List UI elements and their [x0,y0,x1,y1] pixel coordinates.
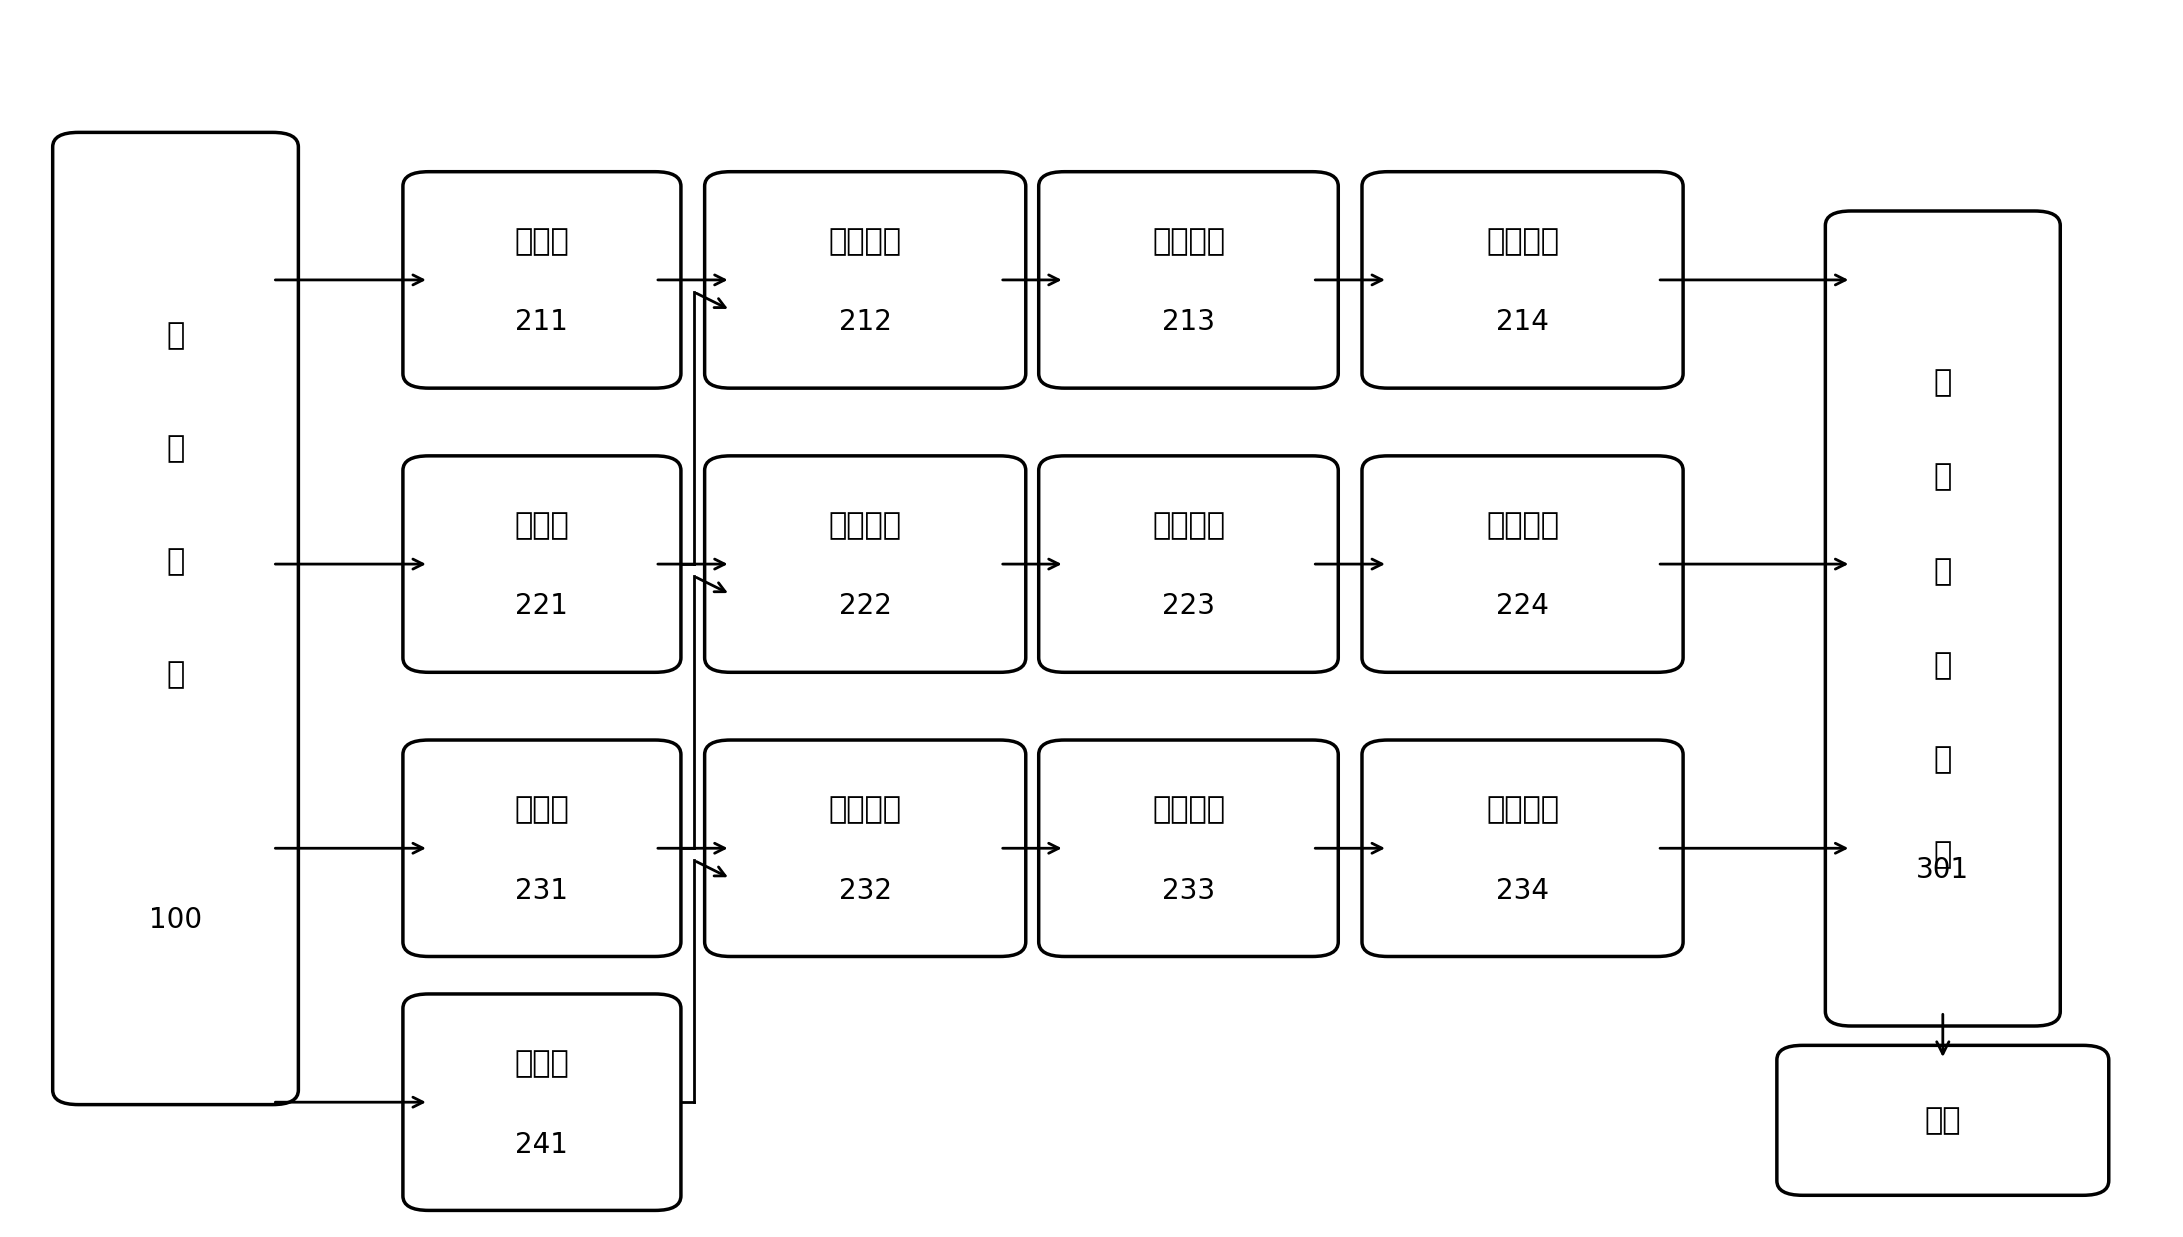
Text: 学: 学 [166,434,186,463]
Text: 运: 运 [1934,746,1952,774]
Text: 滤波器: 滤波器 [515,511,570,539]
Text: 221: 221 [515,593,568,621]
FancyBboxPatch shape [705,456,1026,673]
Text: 输出: 输出 [1925,1106,1960,1134]
FancyBboxPatch shape [404,456,681,673]
Text: 231: 231 [515,877,568,904]
Text: 232: 232 [838,877,891,904]
Text: 加: 加 [1934,651,1952,680]
FancyBboxPatch shape [404,995,681,1211]
Text: 位移计算: 位移计算 [1487,795,1559,824]
FancyBboxPatch shape [1362,172,1683,388]
Text: 模数转换: 模数转换 [1153,795,1225,824]
Text: 模数转换: 模数转换 [1153,511,1225,539]
Text: 301: 301 [1917,856,1969,884]
Text: 211: 211 [515,308,568,336]
Text: 相位检测: 相位检测 [830,511,902,539]
FancyBboxPatch shape [1777,1045,2109,1195]
FancyBboxPatch shape [1039,172,1338,388]
FancyBboxPatch shape [1362,456,1683,673]
Text: 滤波器: 滤波器 [515,795,570,824]
Text: 224: 224 [1495,593,1550,621]
Text: 滤波器: 滤波器 [515,226,570,256]
Text: 相位检测: 相位检测 [830,795,902,824]
Text: 214: 214 [1495,308,1550,336]
Text: 滤波器: 滤波器 [515,1049,570,1077]
Text: 权: 权 [1934,463,1952,491]
FancyBboxPatch shape [1825,212,2061,1025]
Text: 部: 部 [166,548,186,576]
Text: 212: 212 [838,308,891,336]
Text: 分: 分 [166,661,186,689]
FancyBboxPatch shape [1039,456,1338,673]
FancyBboxPatch shape [1362,740,1683,956]
Text: 位移计算: 位移计算 [1487,511,1559,539]
Text: 100: 100 [148,907,203,934]
Text: 223: 223 [1161,593,1216,621]
Text: 光: 光 [166,322,186,350]
FancyBboxPatch shape [404,740,681,956]
FancyBboxPatch shape [52,132,299,1105]
Text: 相位检测: 相位检测 [830,226,902,256]
Text: 222: 222 [838,593,891,621]
Text: 叠: 叠 [1934,557,1952,586]
Text: 213: 213 [1161,308,1216,336]
FancyBboxPatch shape [705,740,1026,956]
Text: 233: 233 [1161,877,1216,904]
FancyBboxPatch shape [1039,740,1338,956]
FancyBboxPatch shape [404,172,681,388]
Text: 加: 加 [1934,369,1952,397]
FancyBboxPatch shape [705,172,1026,388]
Text: 模数转换: 模数转换 [1153,226,1225,256]
Text: 241: 241 [515,1131,568,1159]
Text: 234: 234 [1495,877,1550,904]
Text: 算: 算 [1934,840,1952,868]
Text: 位移计算: 位移计算 [1487,226,1559,256]
